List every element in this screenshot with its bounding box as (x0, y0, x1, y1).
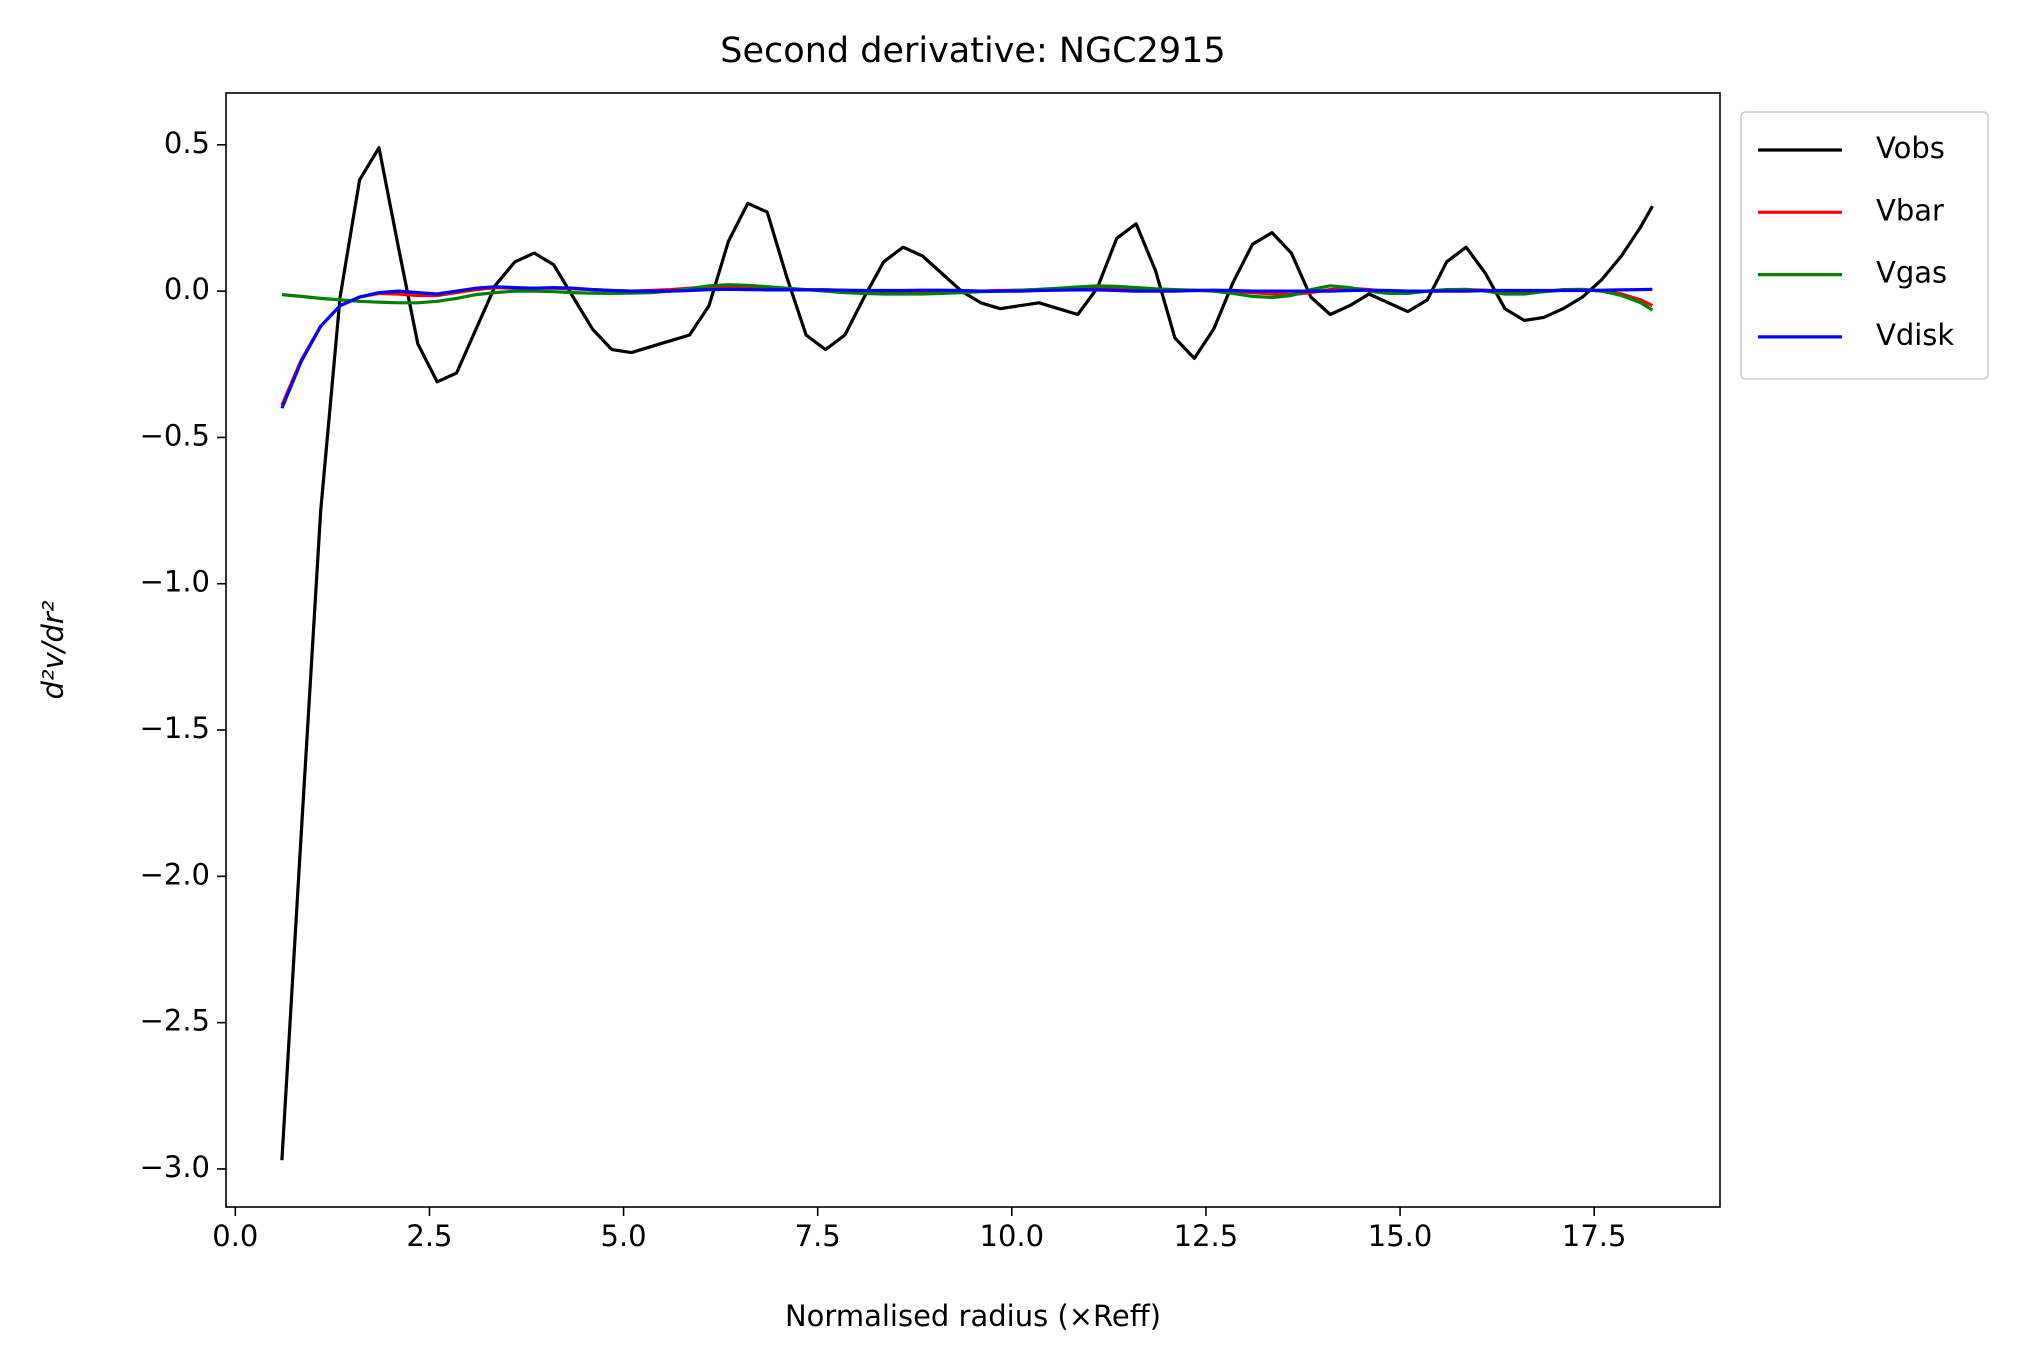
x-axis-label: Normalised radius (×Reff) (785, 1299, 1161, 1333)
x-tick-label: 10.0 (980, 1219, 1045, 1253)
y-tick-label: −1.5 (140, 711, 210, 745)
legend-label: Vbar (1876, 193, 1944, 227)
plot-frame (225, 92, 1721, 1208)
y-tick-label: −2.5 (140, 1004, 210, 1038)
y-axis-label: d²v/dr² (36, 600, 70, 699)
x-tick-label: 17.5 (1562, 1219, 1627, 1253)
legend-label: Vdisk (1876, 318, 1954, 352)
series-line (280, 285, 1653, 409)
legend-label: Vgas (1876, 256, 1947, 290)
y-tick-label: −2.0 (140, 857, 210, 891)
series-line (280, 146, 1654, 1161)
y-tick-label: −3.0 (140, 1150, 210, 1184)
legend-box (1740, 111, 1989, 380)
y-tick-label: −0.5 (140, 418, 210, 452)
y-tick-label: 0.5 (164, 126, 210, 160)
x-tick-label: 15.0 (1368, 1219, 1433, 1253)
x-tick-label: 2.5 (406, 1219, 452, 1253)
chart-title: Second derivative: NGC2915 (720, 31, 1225, 71)
x-tick-label: 5.0 (601, 1219, 647, 1253)
legend-label: Vobs (1876, 131, 1945, 165)
x-tick-label: 12.5 (1174, 1219, 1239, 1253)
x-tick-label: 0.0 (212, 1219, 258, 1253)
y-tick-label: 0.0 (164, 272, 210, 306)
y-tick-label: −1.0 (140, 565, 210, 599)
x-tick-label: 7.5 (795, 1219, 841, 1253)
